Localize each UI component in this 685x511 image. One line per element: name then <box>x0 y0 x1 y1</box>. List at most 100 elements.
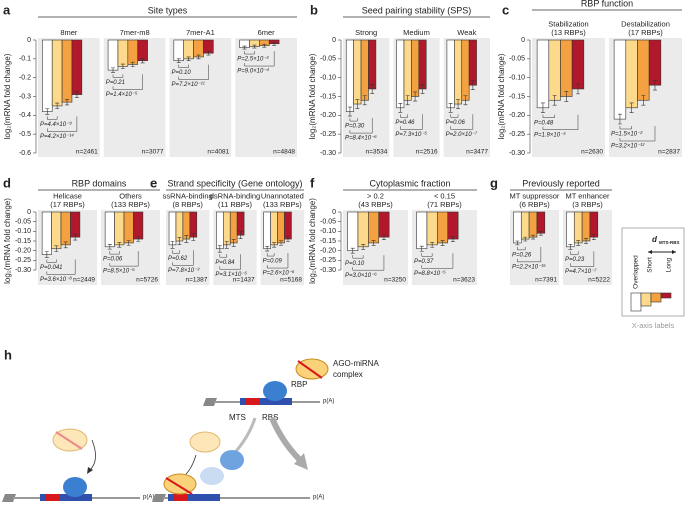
facet-background <box>235 38 297 157</box>
ago-bound <box>163 473 197 495</box>
facet-label: (13 RBPs) <box>551 28 586 37</box>
bar <box>182 211 191 240</box>
error-bar <box>262 43 267 48</box>
p-value: P=0.46 <box>395 120 415 126</box>
n-label: n=4081 <box>207 149 229 156</box>
error-bar <box>531 234 536 240</box>
p-value: P=7.2×10⁻¹¹ <box>172 82 205 88</box>
y-tick-label: -0.1 <box>19 56 31 63</box>
bar <box>560 39 573 97</box>
error-bar <box>285 236 290 242</box>
error-bar <box>584 238 589 244</box>
panel-letter: h <box>4 347 12 362</box>
error-bar <box>242 45 247 50</box>
error-bar <box>361 243 366 250</box>
panel-title: Cytoplasmic fraction <box>369 178 450 188</box>
bar <box>360 39 369 101</box>
error-bar <box>111 67 116 73</box>
bar <box>61 39 73 103</box>
bracket <box>244 51 275 67</box>
rbp-leaving <box>220 450 244 470</box>
p-value: P=8.5×10⁻⁵ <box>103 268 135 275</box>
n-label: n=5726 <box>136 277 158 284</box>
polya-label: p(A) <box>143 495 154 501</box>
y-tick-label: -0.10 <box>509 75 525 82</box>
y-axis-label: log₂(mRNA fold change) <box>3 198 12 284</box>
n-label: n=2630 <box>581 149 603 156</box>
p-value: P=2.6×10⁻⁶ <box>263 270 295 277</box>
y-tick-label: -0.10 <box>320 228 336 235</box>
key-bar <box>650 292 662 303</box>
n-label: n=5222 <box>588 277 610 284</box>
key-symbol: d <box>652 235 658 244</box>
bar <box>71 39 83 95</box>
error-bar <box>350 247 355 254</box>
bar <box>137 39 148 62</box>
bar <box>528 211 538 238</box>
bracket <box>112 74 124 78</box>
y-axis-label: log₂(mRNA fold change) <box>308 198 317 284</box>
bracket <box>219 254 228 258</box>
p-value: P=0.041 <box>40 265 63 271</box>
error-bar <box>552 95 557 106</box>
error-bar <box>231 239 236 247</box>
p-value: P=7.8×10⁻³ <box>168 268 200 274</box>
bracket <box>421 253 433 257</box>
y-tick-label: -0.3 <box>19 93 31 100</box>
error-bar <box>463 95 468 106</box>
p-value: P=0.37 <box>414 259 434 265</box>
panel-title: Site types <box>148 5 188 15</box>
error-bar <box>629 102 634 113</box>
error-bar <box>140 58 145 64</box>
bracket <box>47 116 78 132</box>
polya-label: p(A) <box>323 399 334 405</box>
ago-faded <box>189 431 221 453</box>
bar <box>418 39 427 90</box>
bar <box>229 211 238 244</box>
y-tick-label: -0.30 <box>15 267 31 274</box>
error-bar <box>238 231 243 239</box>
y-tick-label: -0.2 <box>19 75 31 82</box>
error-bar <box>265 246 270 252</box>
bar <box>123 211 134 244</box>
panel-title: Strand specificity (Gene ontology) <box>167 178 302 188</box>
bar <box>51 211 62 250</box>
error-bar <box>54 245 59 252</box>
facet-label: 8mer <box>60 28 78 37</box>
rbp-faded <box>200 467 224 485</box>
facet-label: Weak <box>457 28 476 37</box>
bracket <box>244 51 255 55</box>
error-bar <box>568 243 573 250</box>
bracket <box>109 251 139 267</box>
error-bar <box>224 241 229 249</box>
error-bar <box>74 91 79 98</box>
p-value: P=4.7×10⁻⁷ <box>565 268 597 275</box>
p-value: P=3.2×10⁻¹² <box>611 144 645 150</box>
bar <box>581 211 591 242</box>
y-tick-label: -0.05 <box>320 219 336 226</box>
facet-label: Medium <box>403 28 430 37</box>
bar <box>347 211 359 251</box>
facet-label: < 0.15 <box>434 191 455 200</box>
facet-label: MT suppressor <box>510 191 560 200</box>
arrow <box>185 454 197 475</box>
p-value: P=0.62 <box>168 256 188 262</box>
error-bar <box>398 102 403 113</box>
panel-letter: e <box>150 175 157 190</box>
bracket <box>219 254 241 270</box>
p-value: P=7.3×10⁻⁵ <box>395 131 427 138</box>
bracket <box>570 251 595 267</box>
panel-letter: c <box>502 2 509 17</box>
bar <box>133 211 144 240</box>
error-bar <box>130 61 135 68</box>
facet-label: (17 RBPs) <box>50 200 85 209</box>
bracket <box>109 251 120 255</box>
facet-label: Helicase <box>53 191 82 200</box>
key-label: Short <box>647 257 654 273</box>
error-bar <box>196 54 201 60</box>
bracket <box>47 116 58 120</box>
mts <box>174 494 188 501</box>
bar <box>513 211 522 244</box>
y-tick-label: -0.20 <box>15 248 31 255</box>
facet-label: (71 RBPs) <box>427 200 462 209</box>
